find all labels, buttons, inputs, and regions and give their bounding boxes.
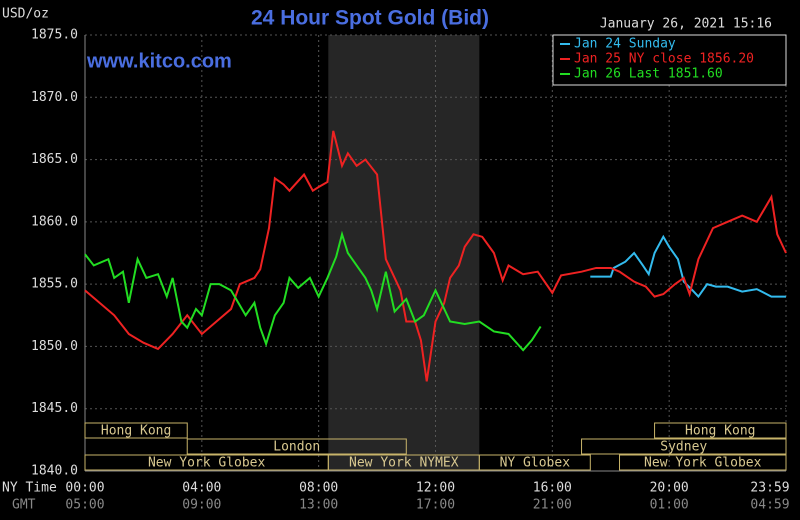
legend-label: Jan 24 Sunday (574, 37, 676, 52)
session-label: Sydney (660, 440, 707, 455)
x-row-label: NY Time (2, 481, 57, 496)
session-box (581, 438, 787, 455)
session-box (654, 422, 787, 439)
session-box (478, 454, 591, 471)
session-label: New York Globex (644, 456, 762, 471)
shaded-region (328, 35, 480, 471)
session-label: Hong Kong (685, 424, 755, 439)
y-axis-label: USD/oz (2, 7, 49, 22)
x-tick-label-gmt: 09:00 (182, 498, 221, 513)
legend-label: Jan 25 NY close 1856.20 (574, 52, 754, 67)
session-label: Hong Kong (101, 424, 171, 439)
session-label: New York Globex (148, 456, 266, 471)
series-line (590, 234, 786, 299)
legend-box (552, 34, 787, 86)
session-box (84, 422, 188, 439)
y-tick-label: 1850.0 (31, 339, 78, 354)
y-tick-label: 1840.0 (31, 464, 78, 479)
session-label: New York NYMEX (349, 456, 459, 471)
session-box (186, 438, 407, 455)
x-tick-label-gmt: 01:00 (650, 498, 689, 513)
date-label: January 26, 2021 15:16 (600, 17, 772, 32)
x-tick-label-gmt: 17:00 (416, 498, 455, 513)
series-line (84, 230, 542, 352)
x-tick-label-gmt: 05:00 (65, 498, 104, 513)
watermark: www.kitco.com (86, 50, 232, 72)
x-tick-label: 23:59 (750, 481, 789, 496)
x-tick-label: 08:00 (299, 481, 338, 496)
y-tick-label: 1875.0 (31, 28, 78, 43)
x-tick-label: 00:00 (65, 481, 104, 496)
x-tick-label: 12:00 (416, 481, 455, 496)
x-row-label: GMT (12, 498, 36, 513)
y-tick-label: 1845.0 (31, 401, 78, 416)
x-tick-label-gmt: 13:00 (299, 498, 338, 513)
x-tick-label-gmt: 21:00 (533, 498, 572, 513)
chart-title: 24 Hour Spot Gold (Bid) (251, 7, 489, 30)
x-tick-label: 20:00 (650, 481, 689, 496)
x-tick-label: 16:00 (533, 481, 572, 496)
session-box (619, 454, 787, 471)
x-tick-label-gmt: 04:59 (750, 498, 789, 513)
session-label: NY Globex (500, 456, 571, 471)
y-tick-label: 1870.0 (31, 90, 78, 105)
x-tick-label: 04:00 (182, 481, 221, 496)
legend-label: Jan 26 Last 1851.60 (574, 67, 723, 82)
y-tick-label: 1855.0 (31, 277, 78, 292)
series-line (84, 130, 787, 382)
y-tick-label: 1865.0 (31, 152, 78, 167)
y-tick-label: 1860.0 (31, 214, 78, 229)
session-label: London (273, 440, 320, 455)
